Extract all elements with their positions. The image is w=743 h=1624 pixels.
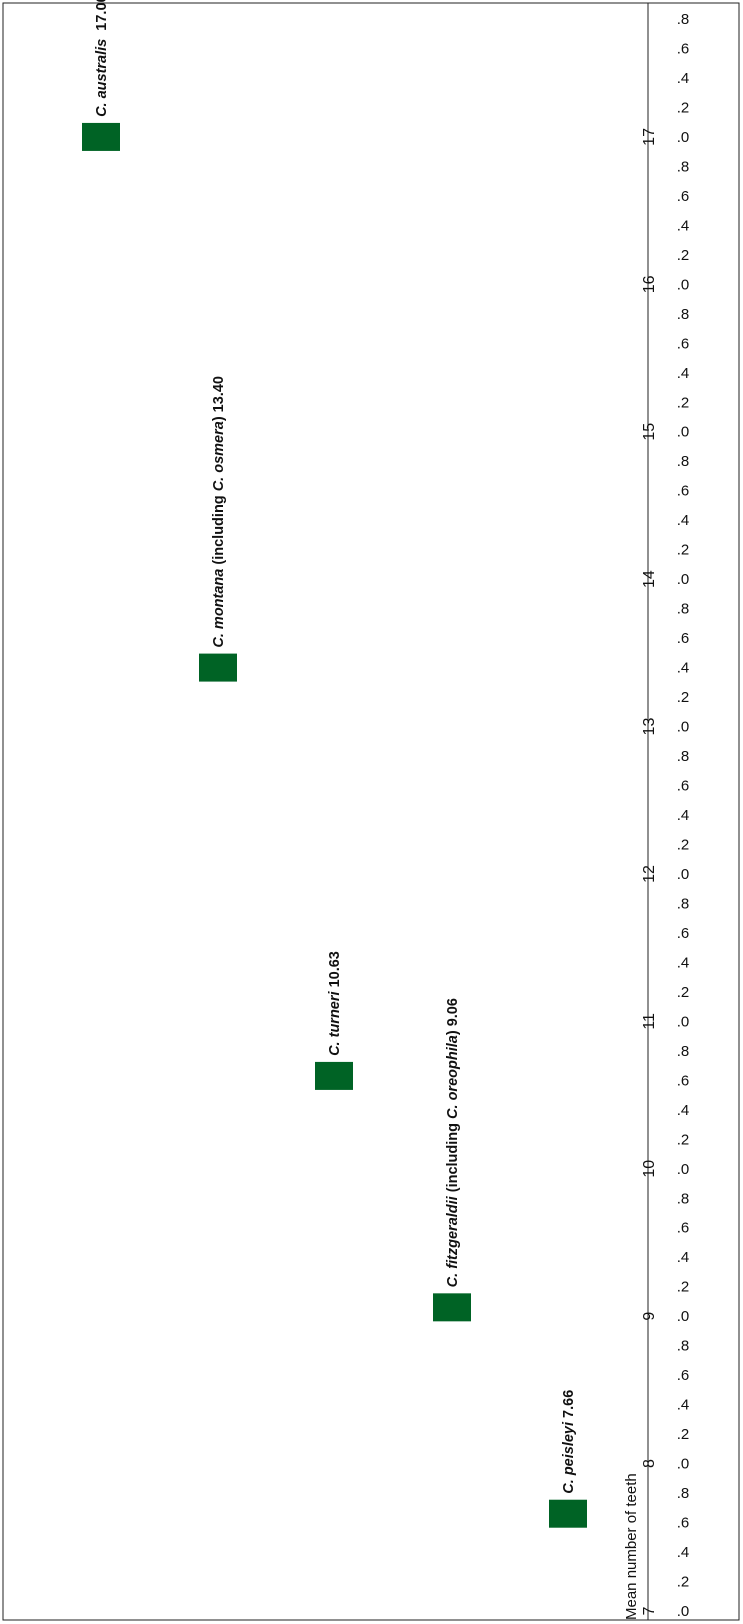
minor-tick-label: .0 [677, 1161, 690, 1178]
minor-tick-label: .2 [677, 247, 690, 264]
minor-tick-label: .8 [677, 601, 690, 618]
value-axis: .0 .2 .4 .6 .8 .0 .2 .4 .6 .8 .0 .2 .4 .6 .8 .0 .2 .4 .6 .8… [641, 11, 689, 1620]
minor-tick-label: .0 [677, 1603, 690, 1620]
data-label-part: C. oreophila [445, 1035, 461, 1119]
minor-tick-label: .0 [677, 719, 690, 736]
bar-markers [82, 122, 587, 1528]
minor-tick-label: .4 [677, 660, 690, 677]
minor-tick-label: .0 [677, 1013, 690, 1030]
data-label-part: (including [211, 491, 227, 568]
major-tick-label: 14 [641, 570, 658, 588]
minor-tick-label: .8 [677, 748, 690, 765]
data-label: C. montana (including C. osmera) 13.40 [211, 376, 227, 648]
minor-tick-label: .4 [677, 512, 690, 529]
minor-tick-label: .2 [677, 394, 690, 411]
major-tick-label: 10 [641, 1160, 658, 1178]
major-tick-label: 7 [641, 1606, 658, 1615]
data-label: C. fitzgeraldii (including C. oreophila)… [445, 998, 461, 1287]
minor-tick-label: .8 [677, 453, 690, 470]
minor-tick-label: .4 [677, 954, 690, 971]
data-label-part: C. australis [94, 39, 110, 117]
major-tick-label: 17 [641, 128, 658, 146]
data-label-part: 10.63 [327, 951, 343, 991]
minor-tick-label: .8 [677, 11, 690, 28]
major-tick-label: 9 [641, 1312, 658, 1321]
bar-marker [199, 653, 237, 682]
major-tick-label: 12 [641, 865, 658, 883]
data-label-part: ) 13.40 [211, 376, 227, 421]
minor-tick-label: .8 [677, 1043, 690, 1060]
minor-tick-label: .4 [677, 70, 690, 87]
axis-title: Mean number of teeth [623, 1473, 640, 1620]
minor-tick-label: .4 [677, 1397, 690, 1414]
major-tick-label: 13 [641, 718, 658, 736]
minor-tick-label: .8 [677, 1338, 690, 1355]
minor-tick-label: .6 [677, 483, 690, 500]
data-label-part: C. peisleyi [561, 1421, 577, 1494]
major-tick-label: 16 [641, 275, 658, 293]
major-tick-label: 8 [641, 1459, 658, 1468]
data-label-part: C. osmera [211, 421, 227, 491]
data-label: C. peisleyi 7.66 [561, 1390, 577, 1494]
minor-tick-label: .6 [677, 1515, 690, 1532]
minor-tick-label: .2 [677, 689, 690, 706]
minor-tick-label: .2 [677, 542, 690, 559]
minor-tick-label: .6 [677, 1367, 690, 1384]
minor-tick-label: .4 [677, 1102, 690, 1119]
minor-tick-label: .2 [677, 984, 690, 1001]
minor-tick-label: .0 [677, 129, 690, 146]
data-label-part: ) 9.06 [445, 998, 461, 1035]
minor-tick-label: .6 [677, 40, 690, 57]
minor-tick-label: .8 [677, 1190, 690, 1207]
minor-tick-label: .6 [677, 630, 690, 647]
minor-tick-label: .4 [677, 365, 690, 382]
minor-tick-label: .2 [677, 1426, 690, 1443]
major-tick-label: 15 [641, 423, 658, 441]
minor-tick-label: .0 [677, 571, 690, 588]
minor-tick-label: .8 [677, 1485, 690, 1502]
minor-tick-label: .8 [677, 306, 690, 323]
minor-tick-label: .2 [677, 1574, 690, 1591]
minor-tick-label: .4 [677, 807, 690, 824]
minor-tick-label: .2 [677, 836, 690, 853]
minor-tick-label: .6 [677, 778, 690, 795]
minor-tick-label: .6 [677, 188, 690, 205]
bar-marker [433, 1293, 471, 1322]
minor-tick-label: .2 [677, 1131, 690, 1148]
bar-marker [315, 1061, 353, 1090]
minor-tick-label: .6 [677, 925, 690, 942]
minor-tick-label: .0 [677, 424, 690, 441]
data-label-part: (including [445, 1119, 461, 1196]
data-label-part: 17.00 [94, 0, 110, 39]
data-label-part: 7.66 [561, 1390, 577, 1422]
minor-tick-label: .0 [677, 1456, 690, 1473]
minor-tick-label: .2 [677, 99, 690, 116]
minor-tick-label: .4 [677, 217, 690, 234]
major-tick-label: 11 [641, 1013, 658, 1030]
minor-tick-label: .4 [677, 1249, 690, 1266]
data-labels: C. australis 17.00 C. montana (including … [94, 0, 577, 1494]
minor-tick-label: .8 [677, 895, 690, 912]
minor-tick-label: .0 [677, 866, 690, 883]
data-label-part: C. fitzgeraldii [445, 1195, 461, 1287]
minor-tick-label: .6 [677, 1220, 690, 1237]
minor-tick-label: .2 [677, 1279, 690, 1296]
data-label-part: C. montana [211, 569, 227, 648]
minor-tick-label: .0 [677, 1308, 690, 1325]
data-label-part: C. turneri [327, 990, 343, 1055]
data-label: C. turneri 10.63 [327, 951, 343, 1056]
minor-tick-label: .0 [677, 276, 690, 293]
minor-tick-label: .6 [677, 335, 690, 352]
data-label: C. australis 17.00 [94, 0, 110, 117]
minor-tick-label: .4 [677, 1544, 690, 1561]
minor-tick-label: .6 [677, 1072, 690, 1089]
bar-marker [82, 122, 120, 151]
minor-tick-label: .8 [677, 158, 690, 175]
bar-marker [549, 1499, 587, 1528]
